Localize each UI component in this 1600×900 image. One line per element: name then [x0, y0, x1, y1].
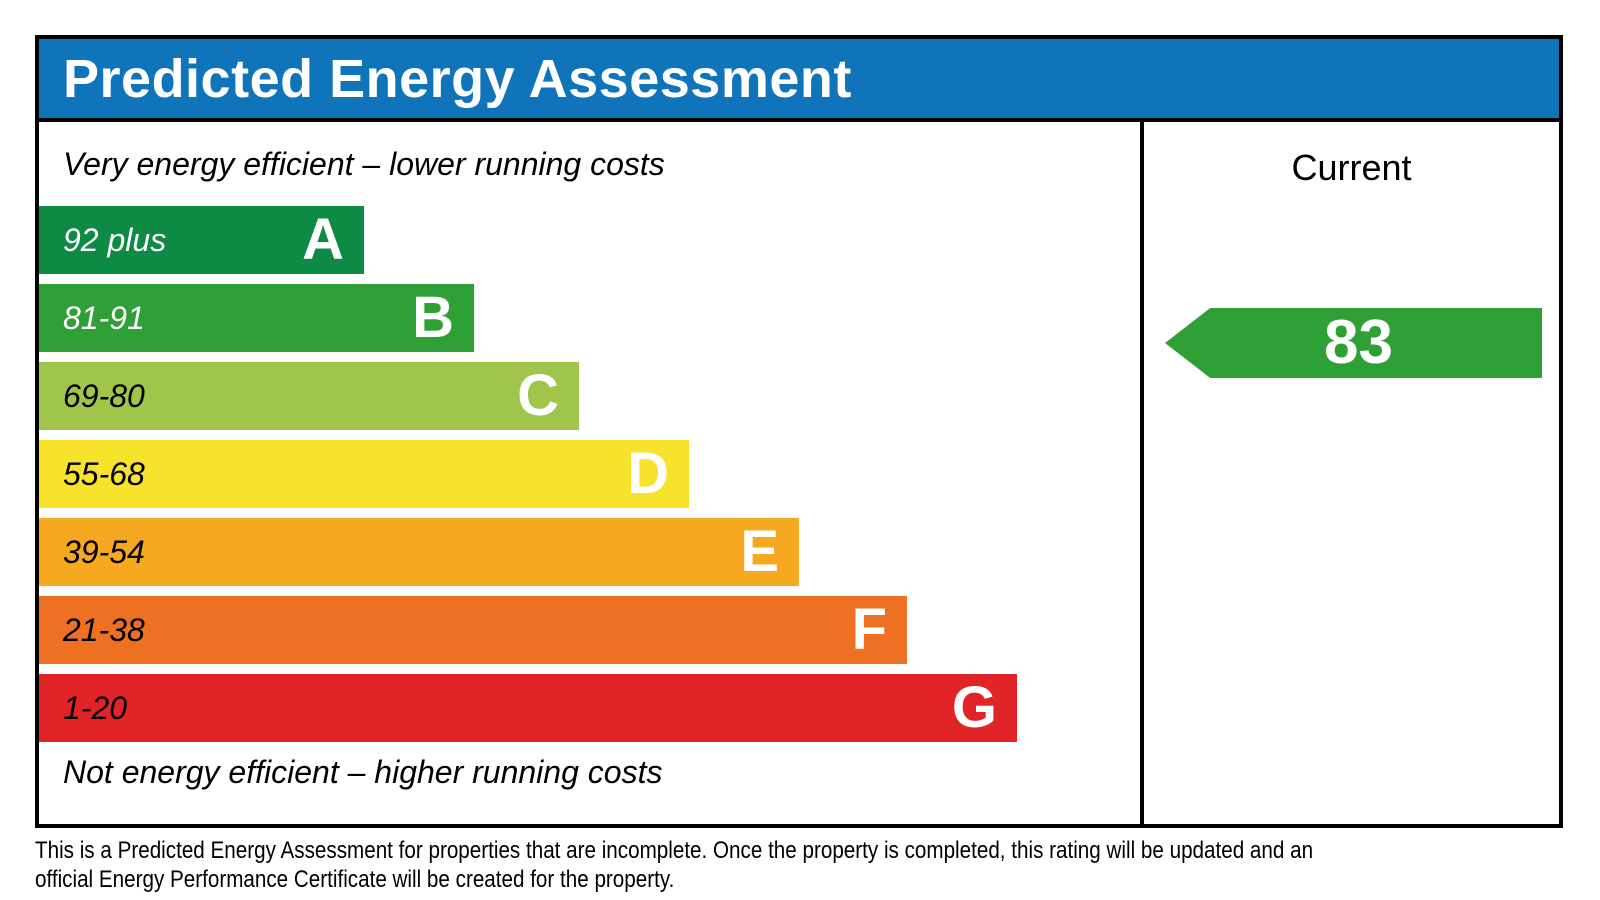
epc-chart-box: Predicted Energy Assessment Very energy … [35, 35, 1563, 828]
band-row-a: 92 plus A [39, 206, 364, 274]
band-row-c: 69-80 C [39, 362, 579, 430]
band-range-label: 1-20 [63, 689, 128, 726]
band-range-label: 39-54 [63, 533, 145, 570]
band-letter: D [627, 441, 669, 506]
band-letter: B [412, 285, 454, 350]
page-title: Predicted Energy Assessment [63, 48, 852, 109]
band-range-label: 92 plus [63, 221, 167, 258]
band-letter: A [302, 207, 344, 272]
band-letter: G [951, 675, 997, 740]
band-range-label: 69-80 [63, 377, 145, 414]
band-letter: C [517, 363, 559, 428]
band-row-e: 39-54 E [39, 518, 799, 586]
current-rating-panel: Current 83 [1144, 122, 1559, 824]
bands-container: 92 plus A 81-91 B 69-80 C 55-68 D 39-54 E 21-38 F 1-… [39, 206, 1140, 742]
footer-note: This is a Predicted Energy Assessment fo… [35, 836, 1313, 894]
chart-body: Very energy efficient – lower running co… [39, 122, 1559, 824]
band-row-g: 1-20 G [39, 674, 1017, 742]
footer-note-line-2: official Energy Performance Certificate … [35, 866, 675, 893]
band-row-b: 81-91 B [39, 284, 474, 352]
band-row-f: 21-38 F [39, 596, 907, 664]
band-range-label: 21-38 [63, 611, 145, 648]
rating-bands-panel: Very energy efficient – lower running co… [39, 122, 1144, 824]
current-column-header: Current [1291, 147, 1412, 188]
band-range-label: 55-68 [63, 455, 145, 492]
band-letter: F [851, 597, 887, 662]
current-rating-arrow: 83 [1165, 308, 1542, 378]
band-row-d: 55-68 D [39, 440, 689, 508]
top-annotation: Very energy efficient – lower running co… [63, 146, 665, 182]
band-letter: E [740, 519, 779, 584]
band-range-label: 81-91 [63, 299, 145, 336]
footer-note-line-1: This is a Predicted Energy Assessment fo… [35, 837, 1314, 864]
bottom-annotation: Not energy efficient – higher running co… [63, 754, 663, 790]
chart-title-bar: Predicted Energy Assessment [39, 39, 1559, 122]
current-rating-value: 83 [1324, 308, 1393, 377]
